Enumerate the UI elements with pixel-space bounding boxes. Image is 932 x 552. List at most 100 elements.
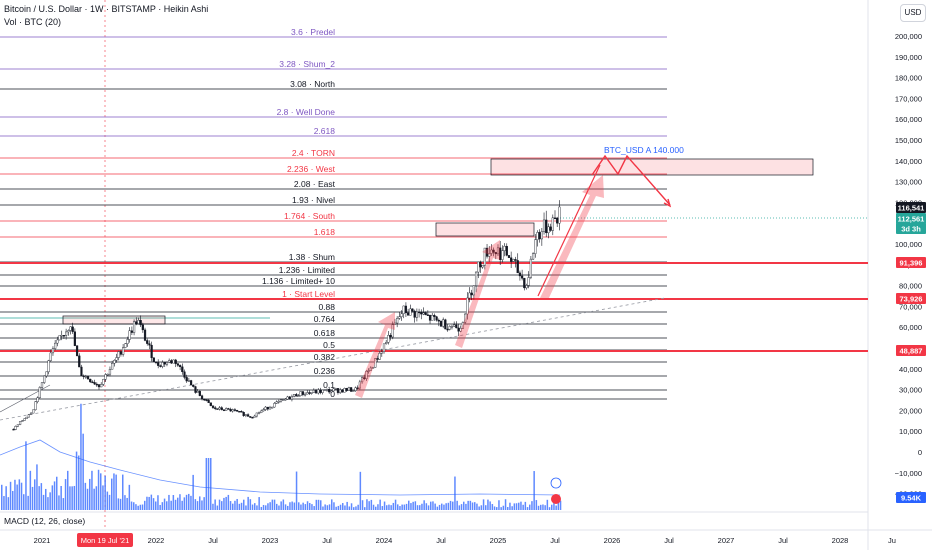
candle-body bbox=[534, 239, 537, 254]
candle-body bbox=[382, 343, 386, 353]
candle-body bbox=[523, 278, 526, 289]
candle-body bbox=[433, 315, 436, 317]
macd-indicator-label[interactable]: MACD (12, 26, close) bbox=[4, 516, 86, 526]
volume-bar bbox=[260, 506, 263, 510]
candle-body bbox=[255, 412, 258, 417]
volume-bar bbox=[223, 497, 225, 510]
volume-bar bbox=[529, 504, 531, 510]
volume-bar bbox=[364, 507, 366, 510]
y-tick-label: 180,000 bbox=[895, 74, 922, 83]
volume-bar bbox=[27, 495, 29, 510]
volume-bar bbox=[104, 475, 106, 510]
volume-bar bbox=[284, 504, 287, 510]
volume-bar bbox=[86, 488, 89, 510]
x-tick-label: Jul bbox=[664, 536, 674, 545]
candle-body bbox=[117, 351, 120, 358]
volume-bar bbox=[295, 471, 298, 510]
candle-body bbox=[310, 392, 313, 394]
candle-body bbox=[446, 328, 449, 331]
candle-body bbox=[135, 321, 138, 324]
volume-bar bbox=[12, 490, 14, 510]
volume-bar bbox=[91, 470, 93, 510]
candle-body bbox=[549, 226, 552, 231]
candle-body bbox=[75, 345, 79, 357]
candle-body bbox=[558, 206, 561, 224]
volume-bar bbox=[188, 493, 190, 510]
volume-bar bbox=[306, 501, 309, 510]
volume-bar bbox=[155, 501, 157, 510]
volume-bar bbox=[111, 478, 113, 510]
candle-body bbox=[503, 245, 506, 251]
volume-bar bbox=[117, 498, 120, 510]
candle-body bbox=[16, 424, 19, 427]
volume-bar bbox=[93, 488, 95, 510]
fib-level-label: 1.618 bbox=[314, 227, 336, 237]
price-tag-bg bbox=[896, 202, 926, 213]
candle-body bbox=[411, 308, 414, 312]
volume-bar bbox=[507, 507, 509, 510]
volume-bar bbox=[207, 458, 210, 510]
candle-body bbox=[404, 305, 408, 314]
volume-bar bbox=[339, 504, 342, 510]
volume-bar bbox=[106, 491, 109, 510]
candle-body bbox=[271, 406, 274, 409]
candle-body bbox=[73, 331, 76, 346]
y-tick-label: 140,000 bbox=[895, 157, 922, 166]
candle-body bbox=[531, 253, 535, 260]
volume-bar bbox=[135, 504, 137, 510]
volume-bar bbox=[133, 502, 135, 510]
candle-body bbox=[209, 402, 212, 406]
volume-bar bbox=[179, 494, 181, 510]
volume-bar bbox=[199, 496, 201, 510]
candle-body bbox=[157, 362, 160, 366]
candle-body bbox=[172, 359, 175, 364]
volume-bar bbox=[397, 504, 399, 510]
volume-bar bbox=[84, 482, 87, 510]
projection-path bbox=[591, 154, 671, 206]
fib-level-label: 1.136 · Limited+ 10 bbox=[262, 276, 335, 286]
up-arrow-3 bbox=[540, 175, 604, 300]
zone-rectangle bbox=[435, 222, 535, 237]
volume-bar bbox=[287, 505, 289, 510]
volume-bar bbox=[232, 503, 234, 510]
volume-bar bbox=[372, 504, 375, 510]
candle-body bbox=[516, 260, 519, 274]
candle-body bbox=[354, 387, 357, 391]
x-axis-ticks: 2021 Mon 19 Jul '21 2022 Jul 2023 Jul 2024 Jul 2… bbox=[34, 533, 896, 547]
volume-bar bbox=[540, 504, 542, 510]
fib-level-label: 0.1 bbox=[323, 380, 335, 390]
volume-bar bbox=[546, 499, 549, 510]
candle-body bbox=[339, 389, 342, 393]
price-tag-label: 3d 3h bbox=[901, 225, 921, 234]
volume-bar bbox=[9, 481, 12, 510]
candle-body bbox=[448, 326, 451, 330]
volume-bar bbox=[289, 502, 291, 510]
volume-bar bbox=[515, 503, 518, 510]
candle-body bbox=[431, 315, 434, 321]
candle-body bbox=[385, 342, 388, 345]
volume-bar bbox=[216, 505, 219, 510]
volume-bar bbox=[304, 504, 307, 510]
volume-bar bbox=[14, 479, 16, 510]
candle-body bbox=[295, 394, 298, 397]
candle-body bbox=[268, 406, 272, 410]
volume-bar bbox=[449, 500, 452, 510]
candle-body bbox=[556, 217, 559, 224]
fib-level-label: 3.6 · Predel bbox=[291, 27, 335, 37]
candle-body bbox=[409, 308, 412, 316]
volume-bar bbox=[344, 505, 346, 510]
volume-bar bbox=[161, 502, 164, 510]
volume-bar bbox=[69, 486, 71, 510]
volume-bar bbox=[355, 506, 357, 510]
candle-body bbox=[501, 250, 504, 260]
x-tick-label: 2027 bbox=[718, 536, 735, 545]
candle-body bbox=[525, 285, 528, 289]
volume-bar bbox=[416, 505, 419, 510]
currency-button[interactable]: USD bbox=[900, 4, 926, 22]
volume-indicator-label[interactable]: Vol · BTC (20) bbox=[4, 17, 62, 27]
volume-bar bbox=[326, 505, 329, 510]
x-tick-label: 2028 bbox=[832, 536, 849, 545]
